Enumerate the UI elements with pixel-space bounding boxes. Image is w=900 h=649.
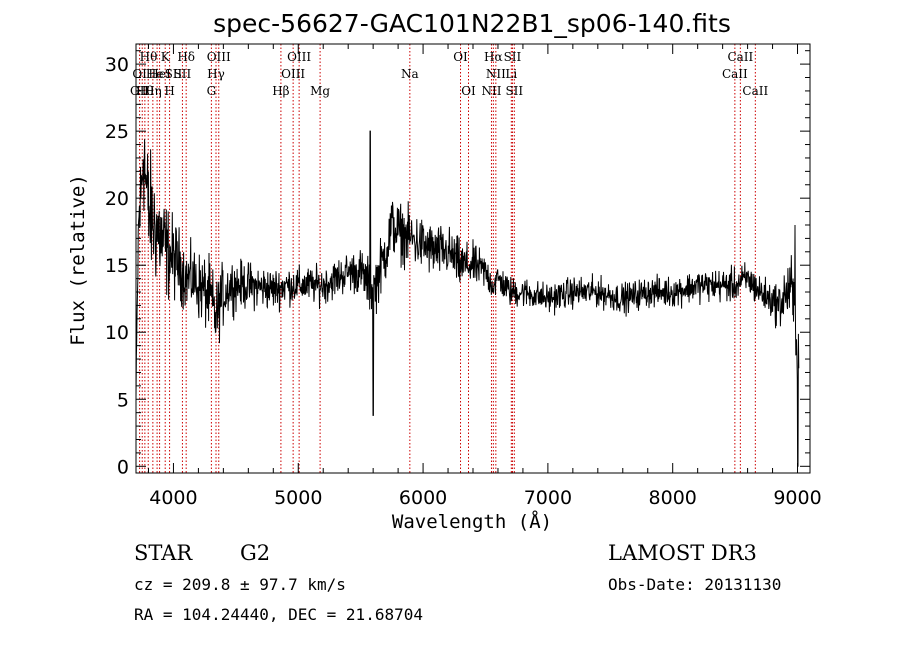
spectral-line-label: Li (505, 67, 517, 81)
survey-name: LAMOST DR3 (608, 541, 757, 565)
y-axis-label: Flux (relative) (67, 174, 89, 346)
x-tick-label: 8000 (649, 487, 697, 509)
spectral-line-label: HeI (148, 67, 171, 81)
spectral-line-label: NII (481, 84, 501, 98)
spectral-line-label: G (207, 84, 217, 98)
spectral-line-label: Mg (310, 84, 330, 98)
y-tick-label: 5 (117, 389, 129, 411)
spectral-line-label: OIII (281, 67, 305, 81)
spectral-line-label: Hθ (140, 50, 158, 64)
spectral-line-label: OI (453, 50, 468, 64)
x-tick-label: 7000 (524, 487, 572, 509)
spectral-line-label: NII (486, 67, 506, 81)
y-tick-label: 15 (105, 255, 129, 277)
x-axis-ticks: 4000 5000 6000 7000 8000 9000 (147, 44, 822, 509)
spectral-line-markers (139, 44, 756, 473)
object-class: STAR (134, 541, 193, 565)
spectral-line-label: K (161, 50, 171, 64)
spectral-line-label: CaII (727, 50, 753, 64)
spectral-line-label: Hδ (177, 50, 195, 64)
spectral-line-label: Hα (484, 50, 503, 64)
spectral-line-label: H (164, 84, 174, 98)
spectral-line-label: CaII (742, 84, 768, 98)
redshift-text: cz = 209.8 ± 97.7 km/s (134, 575, 346, 594)
spectral-line-label: OI (461, 84, 476, 98)
spectral-line-label: SII (505, 84, 523, 98)
spectrum-series (135, 130, 800, 467)
spectral-line-label: SII (174, 67, 192, 81)
x-tick-label: 4000 (149, 487, 197, 509)
x-tick-label: 6000 (399, 487, 447, 509)
x-tick-label: 5000 (274, 487, 322, 509)
y-axis-ticks: 0 5 10 15 20 25 30 (105, 50, 810, 478)
y-tick-label: 25 (105, 121, 129, 143)
spectral-line-label: Hη (144, 84, 162, 98)
spectral-line-label: OIII (207, 50, 231, 64)
y-tick-label: 20 (105, 188, 129, 210)
spectrum-line (135, 130, 800, 467)
spectral-line-label: Na (401, 67, 419, 81)
spectral-line-label: SII (504, 50, 522, 64)
spectral-line-label: He (146, 67, 164, 81)
chart-title: spec-56627-GAC101N22B1_sp06-140.fits (213, 9, 731, 38)
spectral-line-label: OIII (287, 50, 311, 64)
spectral-line-label: CaII (722, 67, 748, 81)
x-axis-label: Wavelength (Å) (392, 510, 552, 533)
object-subclass: G2 (240, 541, 270, 565)
radec-text: RA = 104.24440, DEC = 21.68704 (134, 605, 423, 624)
spectral-line-label: SII (165, 67, 183, 81)
y-tick-label: 10 (105, 322, 129, 344)
y-tick-label: 30 (105, 54, 129, 76)
spectral-line-label: Hθ (136, 84, 154, 98)
spectral-line-label: Hγ (207, 67, 225, 81)
obs-date-text: Obs-Date: 20131130 (608, 575, 781, 594)
spectral-line-label: Hβ (272, 84, 289, 98)
x-tick-label: 9000 (773, 487, 821, 509)
y-tick-label: 0 (117, 456, 129, 478)
